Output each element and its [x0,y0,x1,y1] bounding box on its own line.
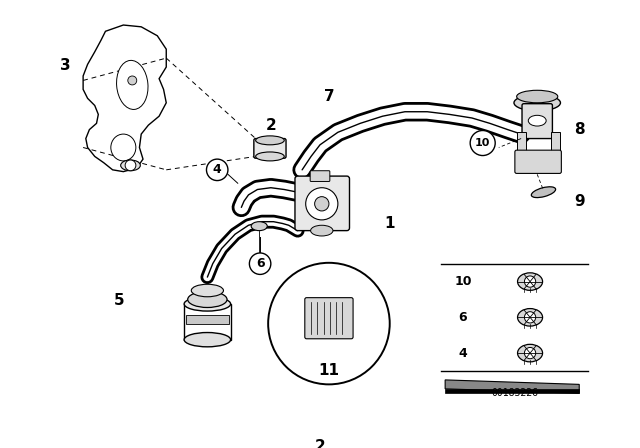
Ellipse shape [116,60,148,109]
Ellipse shape [255,152,284,161]
Text: 3: 3 [60,58,70,73]
Ellipse shape [518,273,543,290]
Text: 10: 10 [475,138,490,148]
Ellipse shape [310,225,333,236]
Polygon shape [445,389,579,393]
Circle shape [128,76,137,85]
Ellipse shape [184,332,230,347]
Ellipse shape [518,345,543,362]
Circle shape [207,159,228,181]
Ellipse shape [184,297,230,311]
Circle shape [524,276,536,287]
Bar [550,132,559,152]
Text: 6: 6 [256,257,264,270]
Text: 2: 2 [315,439,325,448]
FancyBboxPatch shape [522,103,552,138]
FancyBboxPatch shape [295,176,349,231]
Circle shape [315,197,329,211]
Ellipse shape [518,309,543,326]
Bar [516,132,525,152]
FancyBboxPatch shape [515,150,561,173]
Text: 2: 2 [266,118,276,133]
Text: 00183226: 00183226 [492,388,538,398]
Ellipse shape [516,90,558,103]
Text: 6: 6 [459,311,467,324]
Text: 7: 7 [324,89,334,104]
Text: 4: 4 [459,347,467,360]
Text: 9: 9 [574,194,584,209]
Bar [186,314,229,323]
Circle shape [306,188,338,220]
Ellipse shape [121,160,140,171]
Circle shape [250,253,271,275]
Circle shape [268,263,390,384]
Text: 11: 11 [319,363,339,379]
FancyBboxPatch shape [305,297,353,339]
Text: 10: 10 [454,275,472,288]
Circle shape [524,348,536,359]
Ellipse shape [255,136,284,145]
Ellipse shape [531,187,556,198]
Ellipse shape [251,222,268,231]
Circle shape [524,312,536,323]
Text: 8: 8 [574,122,584,137]
Circle shape [470,130,495,155]
FancyBboxPatch shape [254,138,286,158]
Ellipse shape [528,115,546,126]
Bar [184,304,230,340]
Text: 4: 4 [213,164,221,177]
Ellipse shape [111,134,136,161]
FancyBboxPatch shape [310,171,330,181]
Ellipse shape [191,284,223,297]
Ellipse shape [514,95,561,111]
Text: 1: 1 [385,216,395,231]
Circle shape [125,160,136,171]
Polygon shape [445,380,579,393]
Ellipse shape [188,291,227,307]
Text: 5: 5 [113,293,124,308]
